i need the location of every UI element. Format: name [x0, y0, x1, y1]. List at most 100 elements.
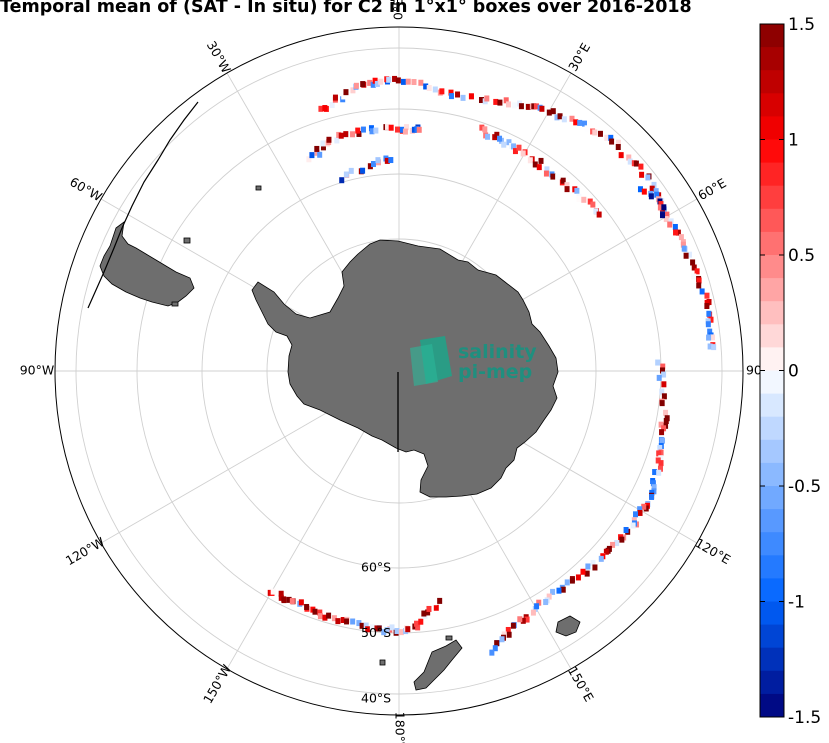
data-cell	[608, 134, 614, 141]
data-cell	[360, 81, 366, 88]
colorbar-segment	[760, 509, 784, 533]
data-cell	[627, 158, 633, 165]
antarctica-landmass	[251, 239, 559, 498]
longitude-label: 30°E	[565, 40, 593, 74]
data-cell	[581, 196, 587, 203]
colorbar-segment	[760, 416, 784, 441]
colorbar-segment	[760, 255, 784, 279]
data-cells	[267, 75, 717, 656]
data-cell	[376, 625, 382, 632]
longitude-label: 120°E	[693, 535, 734, 567]
data-cell	[270, 588, 276, 595]
longitude-label: 0°E	[391, 0, 406, 20]
data-cell	[618, 152, 624, 159]
data-cell	[395, 77, 401, 84]
data-cell	[367, 79, 373, 86]
data-cell	[659, 388, 665, 395]
data-cell	[652, 469, 658, 476]
data-cell	[505, 626, 511, 633]
data-cell	[655, 457, 661, 464]
data-cell	[400, 78, 406, 85]
data-cell	[416, 126, 422, 133]
data-cell	[587, 198, 593, 205]
data-cell	[657, 204, 663, 211]
data-cell	[356, 130, 362, 137]
data-cell	[460, 94, 466, 101]
data-cell	[516, 144, 522, 151]
data-cell	[699, 288, 705, 295]
data-cell	[510, 622, 516, 629]
data-cell	[373, 127, 379, 134]
data-cell	[639, 171, 645, 178]
colorbar-segment	[760, 486, 784, 510]
data-cell	[353, 82, 359, 89]
data-cell	[385, 123, 391, 130]
data-cell	[641, 188, 647, 195]
data-cell	[534, 603, 540, 610]
data-cell	[704, 302, 710, 309]
data-cell	[322, 105, 328, 112]
data-cell	[356, 620, 362, 627]
data-cell	[580, 568, 586, 575]
colorbar-segment	[760, 670, 784, 695]
colorbar-segment	[760, 185, 784, 210]
data-cell	[544, 166, 550, 173]
data-cell	[365, 626, 371, 633]
latitude-labels: 60°S 50°S 40°S	[361, 560, 391, 706]
data-cell	[550, 108, 556, 115]
data-cell	[659, 400, 665, 407]
data-cell	[604, 134, 610, 141]
colorbar-segment	[760, 393, 784, 418]
data-cell	[533, 103, 539, 110]
data-cell	[378, 78, 384, 85]
data-cell	[711, 344, 717, 351]
data-cell	[556, 587, 562, 594]
data-cell	[512, 148, 518, 155]
data-cell	[304, 603, 310, 610]
data-cell	[289, 598, 295, 605]
data-cell	[497, 99, 503, 106]
data-cell	[384, 157, 390, 164]
data-cell	[418, 79, 424, 86]
data-cell	[309, 152, 315, 159]
data-cell	[538, 157, 544, 164]
data-cell	[661, 381, 667, 388]
data-cell	[659, 367, 665, 374]
salinity-pimep-logo: salinity pi-mep	[410, 336, 537, 386]
data-cell	[673, 229, 679, 236]
colorbar-segment	[760, 116, 784, 140]
data-cell	[658, 421, 664, 428]
colorbar-segment	[760, 24, 784, 48]
data-cell	[691, 264, 697, 271]
data-cell	[704, 292, 710, 299]
data-cell	[485, 133, 491, 140]
colorbar-segment	[760, 231, 784, 256]
data-cell	[405, 626, 411, 633]
data-cell	[661, 393, 667, 400]
data-cell	[668, 218, 674, 225]
data-cell	[411, 79, 417, 86]
data-cell	[388, 157, 394, 164]
data-cell	[339, 177, 345, 184]
data-cell	[369, 128, 375, 135]
data-cell	[370, 81, 376, 88]
data-cell	[663, 216, 669, 223]
data-cell	[561, 116, 567, 123]
colorbar-tick-label: -1.5	[788, 708, 821, 728]
data-cell	[619, 536, 625, 543]
data-cell	[418, 618, 424, 625]
data-cell	[650, 480, 656, 487]
data-cell	[369, 624, 375, 631]
data-cell	[348, 167, 354, 174]
colorbar-segment	[760, 139, 784, 164]
data-cell	[664, 211, 670, 218]
data-cell	[344, 618, 350, 625]
data-cell	[706, 310, 712, 317]
data-cell	[564, 579, 570, 586]
colorbar-tick-label: 1.5	[788, 15, 815, 35]
data-cell	[649, 185, 655, 192]
data-cell	[543, 599, 549, 606]
data-cell	[331, 615, 337, 622]
data-cell	[575, 574, 581, 581]
colorbar-segment	[760, 555, 784, 579]
